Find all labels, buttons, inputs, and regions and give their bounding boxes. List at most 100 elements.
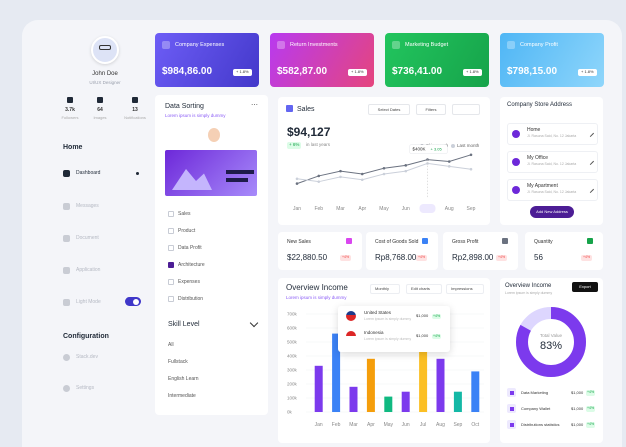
card-value: $736,41.00: [392, 66, 443, 77]
button-label: Filters: [425, 106, 437, 112]
stat-icon: [132, 97, 138, 103]
nav-section: Configuration: [63, 333, 109, 340]
skill-option[interactable]: English Learn: [168, 376, 199, 382]
button[interactable]: [416, 104, 446, 115]
metric-icon: [502, 238, 508, 244]
checkbox[interactable]: [168, 228, 174, 234]
bar: [453, 391, 462, 412]
card-icon: [392, 41, 400, 49]
checkbox[interactable]: [168, 296, 174, 302]
add-button[interactable]: [530, 206, 574, 218]
legend-change: +4%: [586, 406, 596, 412]
legend-amount: $1,000: [571, 389, 584, 395]
card-title: Marketing Budget: [405, 42, 449, 48]
dropdown[interactable]: [406, 284, 442, 294]
stat-card: [500, 33, 604, 87]
skill-option[interactable]: All: [168, 342, 174, 348]
skill-option[interactable]: Fullstack: [168, 359, 188, 365]
export-button[interactable]: [572, 282, 598, 292]
stat-value: 13: [132, 107, 138, 113]
point: [360, 178, 364, 182]
point: [295, 177, 299, 181]
checkbox-label: Product: [178, 227, 196, 234]
card-icon: [507, 41, 515, 49]
metric-title: Cost of Goods Sold: [375, 239, 419, 245]
checkbox-label: Expenses: [178, 278, 200, 285]
nav-icon: [63, 354, 70, 361]
point: [404, 169, 408, 173]
checkbox[interactable]: [168, 279, 174, 285]
point: [317, 174, 321, 178]
popup-change: +4%: [432, 313, 442, 319]
metric-badge: +4%: [581, 255, 593, 261]
skill-option[interactable]: Intermediate: [168, 393, 196, 399]
y-tick-label: 300k: [287, 368, 298, 373]
y-tick-label: 100k: [287, 396, 298, 401]
metric-icon: [346, 238, 352, 244]
stat-card: [155, 33, 259, 87]
checkbox[interactable]: [168, 262, 174, 268]
nav-icon: [63, 299, 70, 306]
panel-subtitle: Lorem ipsum is simply dummy: [165, 113, 226, 118]
icon-buttons[interactable]: [452, 104, 480, 115]
metric-title: New Sales: [287, 239, 311, 245]
nav-item[interactable]: Messages: [76, 203, 99, 209]
card-title: Company Expenses: [175, 42, 225, 48]
popup-amount: $1,000: [416, 313, 429, 318]
card-value: $798,15.00: [507, 66, 558, 77]
card-value: $582,87.00: [277, 66, 328, 77]
stat-value: 3.7k: [65, 107, 75, 113]
bar: [384, 396, 393, 412]
legend-change: +4%: [586, 422, 596, 428]
checkbox[interactable]: [168, 245, 174, 251]
address-item[interactable]: [507, 179, 598, 201]
y-tick-label: 200k: [287, 382, 298, 387]
checkbox-label: Data Profit: [178, 244, 202, 251]
dropdown-label: Impressions: [451, 286, 473, 291]
address-icon: [512, 158, 520, 166]
metric-value: 56: [534, 253, 543, 262]
dropdown-label: Monthly: [375, 286, 390, 291]
stat-value: 64: [97, 107, 103, 113]
point: [447, 165, 451, 168]
dropdown[interactable]: [370, 284, 400, 294]
metric-title: Gross Profit: [452, 239, 479, 245]
x-tick-label: Jan: [293, 206, 301, 212]
nav-item[interactable]: Document: [76, 235, 99, 241]
income-panel: [278, 278, 490, 443]
x-tick-label: Sep: [467, 206, 476, 212]
address-name: My Office: [527, 155, 549, 161]
card-badge: + 1.8%: [578, 68, 597, 76]
x-tick-label: Feb: [314, 206, 323, 212]
metric-value: Rp8,768.00: [375, 253, 417, 262]
button[interactable]: [368, 104, 410, 115]
panel-subtitle: Lorem ipsum is simply dummy: [505, 291, 553, 295]
address-item[interactable]: [507, 123, 598, 145]
nav-icon: [63, 267, 70, 274]
flag: [346, 331, 356, 341]
nav-item[interactable]: Stack.dev: [76, 354, 98, 360]
nav-item[interactable]: Application: [76, 267, 101, 273]
illustration-line: [226, 178, 248, 182]
nav-item[interactable]: Dashboard: [76, 170, 101, 176]
checkbox-label: Distribution: [178, 295, 204, 302]
x-tick-label: May: [379, 206, 389, 212]
stat-label: Followers: [61, 115, 79, 120]
nav-item[interactable]: Settings: [76, 385, 95, 391]
address-item[interactable]: [507, 151, 598, 173]
address-icon: [512, 130, 520, 138]
x-tick-label: Oct: [471, 422, 479, 428]
tooltip-value: $400K: [413, 147, 426, 152]
x-tick-label: Jun: [402, 422, 410, 428]
bar: [471, 371, 480, 412]
nav-item[interactable]: Light Mode: [76, 299, 101, 305]
dropdown[interactable]: [446, 284, 484, 294]
point: [469, 167, 473, 171]
point: [382, 166, 386, 170]
stat-card: [270, 33, 374, 87]
legend-dot: [451, 144, 455, 148]
card-title: Return Investments: [290, 42, 338, 48]
legend-icon-inner: [509, 390, 514, 395]
checkbox[interactable]: [168, 211, 174, 217]
